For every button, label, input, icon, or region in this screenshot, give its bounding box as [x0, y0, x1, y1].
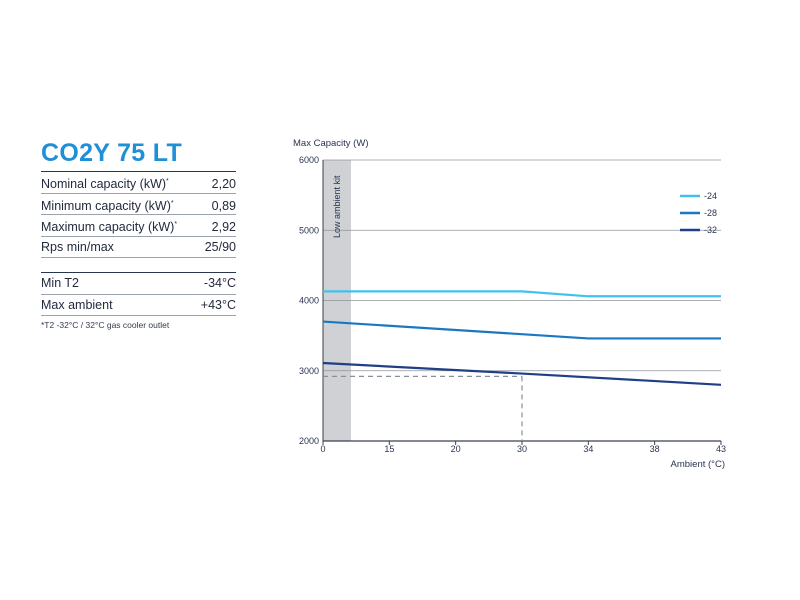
y-tick-label: 4000 — [299, 296, 319, 306]
spec-row: Min T2 -34°C — [41, 272, 236, 295]
spec-value: 2,20 — [211, 177, 236, 192]
spec-row: Minimum capacity (kW)* 0,89 — [41, 194, 236, 215]
spec-label: Minimum capacity (kW)* — [41, 198, 174, 213]
spec-row: Nominal capacity (kW)* 2,20 — [41, 171, 236, 194]
y-tick-label: 6000 — [299, 155, 319, 165]
series-line — [322, 320, 721, 340]
spec-row: Maximum capacity (kW)* 2,92 — [41, 215, 236, 237]
x-tick-label: 38 — [650, 444, 660, 454]
spec-label: Nominal capacity (kW)* — [41, 177, 169, 192]
spec-footnote-mark: * — [174, 221, 178, 228]
y-tick-label: 2000 — [299, 436, 319, 446]
legend-label: -24 — [704, 191, 717, 201]
spec-row: Rps min/max 25/90 — [41, 237, 236, 258]
x-tick-label: 30 — [517, 444, 527, 454]
spec-value: -34°C — [203, 276, 236, 290]
legend-label: -32 — [704, 225, 717, 235]
x-tick-label: 20 — [451, 444, 461, 454]
spec-value: +43°C — [200, 297, 236, 312]
footnote: *T2 -32°C / 32°C gas cooler outlet — [41, 320, 170, 330]
series-line — [322, 361, 722, 386]
y-axis-title: Max Capacity (W) — [293, 138, 368, 149]
spec-value: 25/90 — [204, 239, 236, 254]
spec-label: Min T2 — [41, 276, 79, 290]
y-tick-label: 3000 — [299, 366, 319, 376]
legend-label: -28 — [704, 208, 717, 218]
x-tick-label: 0 — [320, 444, 325, 454]
spec-footnote-mark: * — [170, 199, 174, 207]
x-axis-title: Ambient (°C) — [671, 459, 725, 470]
x-tick-label: 15 — [384, 444, 394, 454]
spec-label: Rps min/max — [41, 239, 114, 254]
x-tick-label: 34 — [583, 444, 593, 454]
spec-row: Max ambient +43°C — [41, 295, 236, 316]
low-ambient-label: Low ambient kit — [332, 175, 342, 238]
product-title: CO2Y 75 LT — [41, 139, 183, 167]
spec-footnote-mark: * — [166, 178, 169, 185]
spec-panel: CO2Y 75 LT Nominal capacity (kW)* 2,20 Min… — [41, 138, 236, 330]
series-line — [323, 290, 721, 298]
y-tick-label: 5000 — [299, 225, 319, 235]
spec-value: 2,92 — [211, 220, 236, 235]
spec-value: 0,89 — [211, 198, 236, 213]
spec-label: Maximum capacity (kW)* — [41, 220, 178, 235]
spec-label: Max ambient — [41, 297, 113, 312]
x-tick-label: 43 — [716, 444, 726, 454]
